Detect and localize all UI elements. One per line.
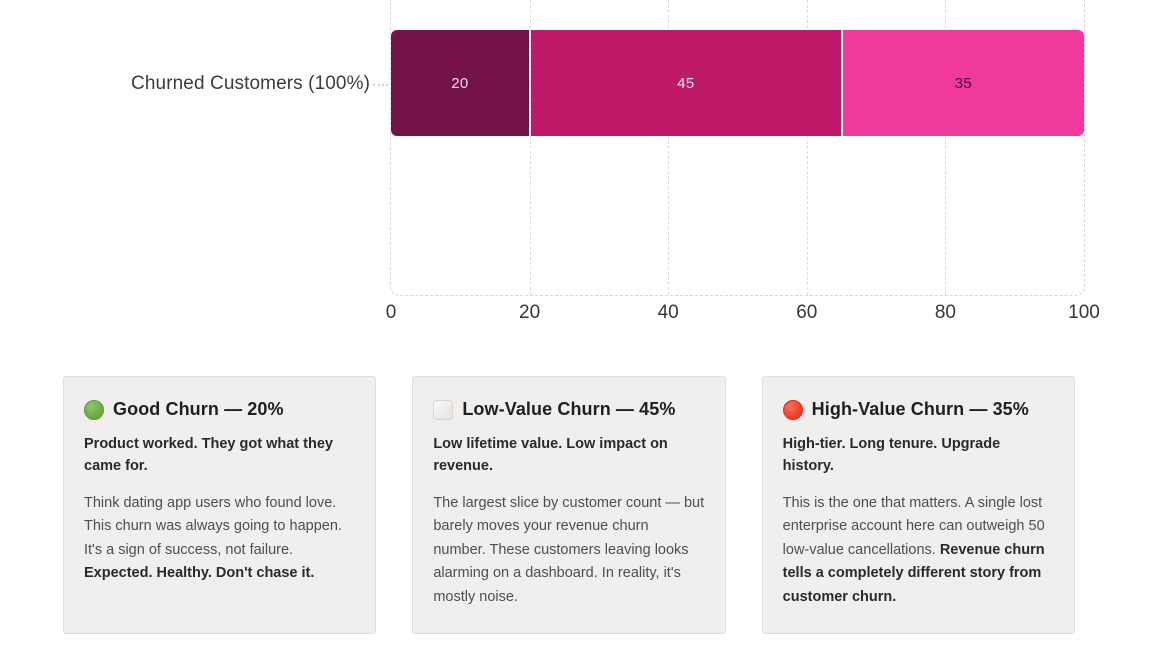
churn-legend-cards: Good Churn — 20% Product worked. They go… — [63, 376, 1075, 635]
card-title: Low-Value Churn — 45% — [462, 399, 676, 419]
card-title-row: High-Value Churn — 35% — [782, 399, 1054, 420]
x-tick-label: 100 — [1068, 302, 1100, 323]
x-tick-label: 20 — [519, 302, 541, 323]
card-title: High-Value Churn — 35% — [811, 399, 1029, 419]
x-tick-label: 40 — [657, 302, 679, 323]
card-title-row: Good Churn — 20% — [84, 399, 355, 420]
card-title-row: Low-Value Churn — 45% — [433, 399, 704, 420]
y-axis-tick — [373, 84, 388, 86]
green-circle-icon — [84, 399, 104, 420]
card-title: Good Churn — 20% — [113, 399, 284, 419]
x-tick-label: 0 — [385, 302, 397, 323]
card-high-value-churn: High-Value Churn — 35% High-tier. Long t… — [761, 376, 1075, 635]
card-subtitle: Product worked. They got what they came … — [84, 436, 333, 475]
gridline-20 — [529, 0, 531, 295]
segment-value-label: 35 — [954, 74, 973, 92]
stacked-bar: 20 45 35 — [391, 30, 1084, 136]
white-square-icon — [433, 399, 454, 420]
card-subtitle: High-tier. Long tenure. Upgrade history. — [782, 436, 1001, 475]
plot-area: 20 45 35 0 20 40 60 80 100 — [386, 0, 1100, 323]
card-low-value-churn: Low-Value Churn — 45% Low lifetime value… — [412, 376, 726, 635]
x-tick-label: 60 — [796, 302, 818, 323]
card-body: This is the one that matters. A single l… — [782, 494, 1045, 605]
red-circle-icon — [782, 399, 803, 420]
churn-stacked-bar-chart: Churned Customers (100%) 20 45 35 0 20 4… — [131, 0, 1100, 323]
y-axis-category-label: Churned Customers (100%) — [131, 73, 370, 94]
x-axis: 0 20 40 60 80 100 — [386, 295, 1100, 325]
gridline-60 — [806, 0, 808, 295]
bar-segment-good-churn[interactable]: 20 — [391, 30, 529, 136]
bar-segment-high-value-churn[interactable]: 35 — [842, 30, 1084, 136]
gridline-80 — [945, 0, 947, 295]
card-subtitle: Low lifetime value. Low impact on revenu… — [433, 436, 668, 475]
card-good-churn: Good Churn — 20% Product worked. They go… — [63, 376, 377, 635]
card-body-emphasis: Expected. Healthy. Don't chase it. — [84, 565, 315, 582]
segment-value-label: 20 — [451, 74, 469, 92]
gridline-40 — [668, 0, 670, 295]
card-body: Think dating app users who found love. T… — [84, 494, 342, 582]
bar-segment-low-value-churn[interactable]: 45 — [530, 30, 841, 136]
x-tick-label: 80 — [934, 302, 956, 323]
card-body: The largest slice by customer count — bu… — [433, 494, 705, 605]
segment-value-label: 45 — [677, 74, 695, 92]
card-body-emphasis: Revenue churn tells a completely differe… — [782, 541, 1045, 605]
